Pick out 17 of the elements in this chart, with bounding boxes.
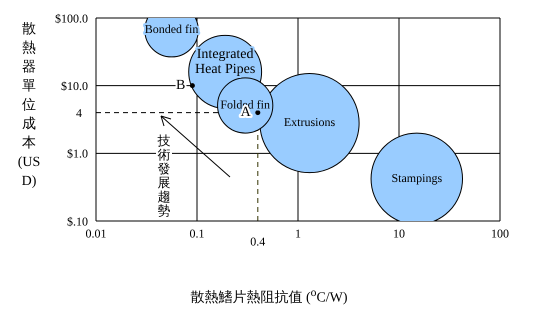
series-label: Stampings [391,170,442,185]
x-tick-label: 1 [295,226,301,241]
y-tick-label: $10.0 [61,78,88,93]
y-tick-label: $1.0 [67,146,88,161]
x-tick-label: 10 [393,226,405,241]
series-label: Integrated Heat Pipes [195,47,256,78]
x-tick-label: 0.01 [86,226,106,241]
x-tick-label: 0.1 [190,226,204,241]
ref-line-label: 4 [76,106,82,120]
y-tick-label: $.10 [67,214,88,228]
ref-line-label: 0.4 [250,234,266,249]
text: 散熱器單位成本 (USD) [18,22,40,189]
y-tick-label: $100.0 [55,11,88,26]
x-axis-title: 散熱鰭片熱阻抗值 ($^{o}$C/W) [189,286,349,307]
x-tick-label: 100 [491,226,509,241]
annotation: 技術發展趨勢 [156,133,172,218]
series-label: Extrusions [284,114,336,129]
